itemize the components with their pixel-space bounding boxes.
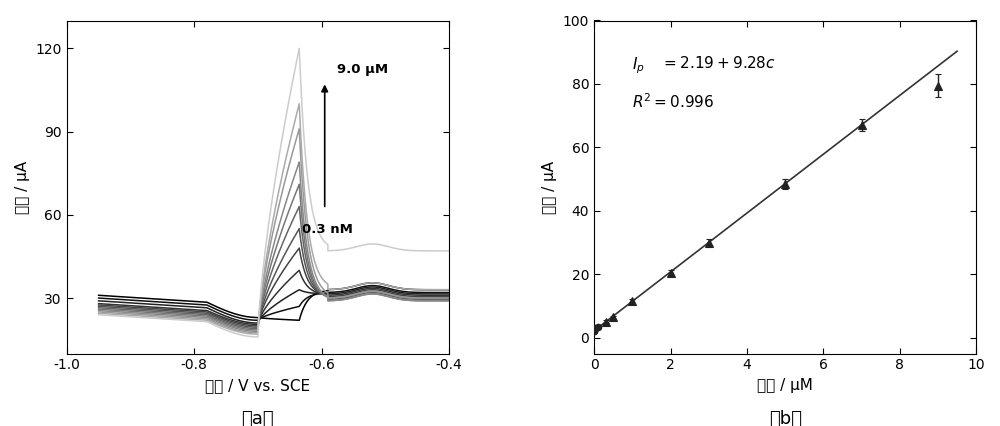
Y-axis label: 电流 / μA: 电流 / μA [542, 161, 557, 213]
X-axis label: 浓度 / μM: 浓度 / μM [757, 378, 813, 393]
Text: $= 2.19 + 9.28c$: $= 2.19 + 9.28c$ [661, 55, 776, 72]
Point [586, 328, 602, 335]
Text: （b）: （b） [769, 410, 802, 426]
Point [590, 323, 606, 330]
Text: $R^2=0.996$: $R^2=0.996$ [632, 92, 715, 111]
Text: 9.0 μM: 9.0 μM [337, 63, 389, 76]
Y-axis label: 电流 / μA: 电流 / μA [15, 161, 30, 213]
Point [586, 326, 602, 333]
Text: 0.3 nM: 0.3 nM [302, 223, 353, 236]
Text: （a）: （a） [242, 410, 274, 426]
Text: $\mathit{I}_p$: $\mathit{I}_p$ [632, 55, 645, 76]
X-axis label: 电位 / V vs. SCE: 电位 / V vs. SCE [205, 378, 310, 393]
Point [586, 325, 602, 332]
Point [586, 327, 602, 334]
Point [587, 325, 603, 331]
